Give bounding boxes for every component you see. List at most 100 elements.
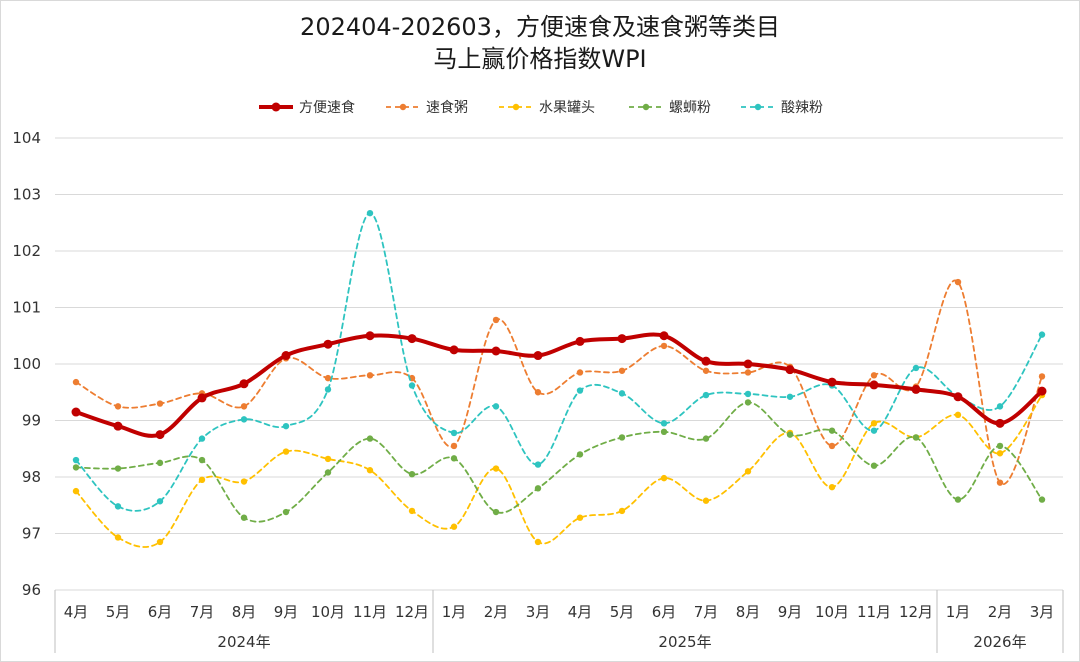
data-point bbox=[491, 346, 501, 356]
data-point bbox=[576, 369, 584, 376]
legend-label: 水果罐头 bbox=[539, 100, 595, 116]
data-point bbox=[198, 476, 206, 484]
data-point bbox=[575, 336, 585, 346]
x-tick-label: 7月 bbox=[694, 603, 719, 621]
data-point bbox=[239, 379, 249, 389]
data-point bbox=[156, 538, 164, 546]
legend-swatch-marker bbox=[642, 103, 650, 111]
data-point bbox=[954, 278, 962, 286]
data-point bbox=[281, 351, 291, 361]
data-point bbox=[828, 442, 836, 450]
data-point bbox=[324, 374, 332, 382]
x-tick-label: 6月 bbox=[148, 603, 173, 621]
data-point bbox=[617, 334, 627, 344]
y-tick-label: 99 bbox=[22, 412, 41, 430]
data-point bbox=[282, 448, 290, 455]
data-point bbox=[827, 377, 837, 387]
data-point bbox=[618, 390, 626, 397]
data-point bbox=[450, 429, 458, 437]
legend-swatch-marker bbox=[512, 103, 520, 111]
data-point bbox=[618, 367, 626, 374]
data-point bbox=[450, 442, 458, 450]
data-point bbox=[114, 503, 122, 510]
data-point bbox=[72, 487, 80, 495]
y-tick-label: 98 bbox=[22, 468, 41, 486]
data-point bbox=[240, 403, 248, 410]
data-point bbox=[995, 418, 1005, 428]
data-point bbox=[323, 339, 333, 349]
data-point bbox=[576, 514, 584, 521]
x-tick-label: 9月 bbox=[274, 603, 299, 621]
data-point bbox=[324, 455, 332, 463]
data-point bbox=[576, 387, 584, 394]
x-tick-label: 9月 bbox=[778, 603, 803, 621]
data-point bbox=[576, 451, 584, 458]
x-tick-label: 5月 bbox=[106, 603, 131, 621]
data-point bbox=[240, 416, 248, 423]
data-point bbox=[912, 364, 920, 372]
data-point bbox=[996, 403, 1004, 410]
data-point bbox=[534, 461, 542, 468]
x-tick-label: 2月 bbox=[988, 603, 1013, 621]
data-point bbox=[786, 393, 794, 400]
data-point bbox=[282, 422, 290, 430]
legend-label: 方便速食 bbox=[299, 99, 355, 116]
x-tick-label: 3月 bbox=[1030, 603, 1055, 621]
year-group-label: 2024年 bbox=[217, 633, 270, 651]
data-point bbox=[701, 356, 711, 366]
data-point bbox=[996, 450, 1004, 457]
x-tick-label: 12月 bbox=[899, 603, 933, 621]
data-point bbox=[365, 331, 375, 341]
data-point bbox=[72, 456, 80, 464]
data-point bbox=[71, 407, 81, 417]
data-point bbox=[828, 427, 836, 434]
data-point bbox=[324, 469, 332, 476]
data-point bbox=[954, 411, 962, 419]
data-point bbox=[366, 467, 374, 474]
data-point bbox=[660, 474, 668, 482]
y-gridlines bbox=[55, 137, 1063, 591]
y-tick-label: 101 bbox=[12, 299, 41, 317]
data-point bbox=[702, 391, 710, 399]
x-tick-label: 10月 bbox=[815, 603, 849, 621]
legend-label: 酸辣粉 bbox=[781, 100, 823, 116]
y-tick-label: 104 bbox=[12, 129, 41, 147]
data-point bbox=[744, 468, 752, 475]
x-tick-label: 12月 bbox=[395, 603, 429, 621]
x-tick-label: 6月 bbox=[652, 603, 677, 621]
legend-label: 速食粥 bbox=[426, 99, 468, 116]
data-point bbox=[366, 209, 374, 217]
data-point bbox=[197, 393, 207, 403]
year-group-label: 2026年 bbox=[973, 633, 1026, 651]
series-0 bbox=[71, 331, 1047, 440]
year-group-label: 2025年 bbox=[658, 633, 711, 651]
x-tick-label: 11月 bbox=[857, 603, 891, 621]
data-point bbox=[702, 435, 710, 442]
legend-swatch-marker bbox=[399, 103, 407, 111]
data-point bbox=[702, 497, 710, 504]
x-axis: 4月 5月 6月 7月 8月 9月 10月 11月 12月 1月 2月 3月 4月 5月 6月 7月 8月 9月 1… bbox=[54, 590, 1064, 653]
data-point bbox=[113, 421, 123, 431]
data-point bbox=[618, 507, 626, 515]
chart-title-line-2: 马上赢价格指数WPI bbox=[433, 45, 647, 73]
x-tick-label: 4月 bbox=[568, 603, 593, 621]
data-point bbox=[996, 442, 1004, 450]
data-point bbox=[492, 465, 500, 472]
data-point bbox=[1038, 496, 1046, 503]
y-tick-label: 96 bbox=[22, 581, 41, 599]
data-point bbox=[660, 420, 668, 427]
data-point bbox=[533, 351, 543, 361]
data-point bbox=[114, 403, 122, 410]
x-tick-label: 1月 bbox=[946, 603, 971, 621]
data-point bbox=[702, 367, 710, 374]
data-point bbox=[155, 430, 165, 440]
data-point bbox=[450, 455, 458, 462]
data-point bbox=[156, 498, 164, 505]
data-point bbox=[1037, 386, 1047, 396]
data-point bbox=[954, 496, 962, 503]
chart-title: 202404-202603，方便速食及速食粥等类目 马上赢价格指数WPI bbox=[1, 11, 1079, 75]
data-point bbox=[870, 427, 878, 434]
x-tick-label: 2月 bbox=[484, 603, 509, 621]
data-point bbox=[492, 508, 500, 516]
